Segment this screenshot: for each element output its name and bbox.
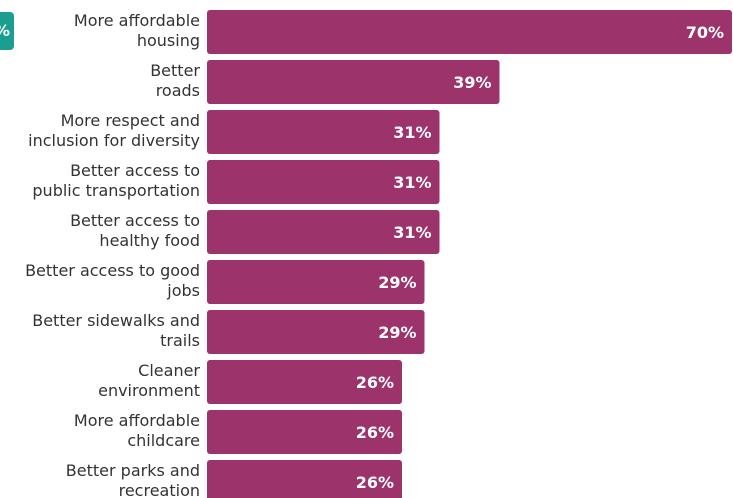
- category-label-6-line-1: trails: [160, 331, 200, 350]
- bar-5: [207, 260, 425, 304]
- category-label-7-line-1: environment: [98, 381, 200, 400]
- bar-7: [207, 360, 402, 404]
- value-label-8: 26%: [356, 423, 394, 442]
- category-label-5-line-0: Better access to good: [25, 261, 200, 280]
- value-label-5: 29%: [378, 273, 416, 292]
- value-label-4: 31%: [393, 223, 431, 242]
- category-label-3-line-1: public transportation: [32, 181, 200, 200]
- category-label-9-line-0: Better parks and: [66, 461, 200, 480]
- bar-4: [207, 210, 440, 254]
- category-label-5: Better access to good jobs: [25, 261, 200, 300]
- value-label-0: 70%: [686, 23, 724, 42]
- category-label-3-line-0: Better access to: [70, 161, 200, 180]
- category-label-0-line-1: housing: [137, 31, 200, 50]
- category-label-2: More respect and inclusion for diversity: [28, 111, 200, 150]
- category-label-4-line-1: healthy food: [99, 231, 200, 250]
- category-label-0-line-0: More affordable: [74, 11, 200, 30]
- percent-badge-icon: %: [0, 12, 14, 50]
- category-label-2-line-1: inclusion for diversity: [28, 131, 200, 150]
- bar-3: [207, 160, 440, 204]
- category-label-8-line-0: More affordable: [74, 411, 200, 430]
- category-label-4-line-0: Better access to: [70, 211, 200, 230]
- category-label-8-line-1: childcare: [127, 431, 200, 450]
- bar-1: [207, 60, 500, 104]
- value-label-9: 26%: [356, 473, 394, 492]
- bar-6: [207, 310, 425, 354]
- badge-text: %: [0, 21, 10, 40]
- category-label-8: More affordable childcare: [74, 411, 200, 450]
- bar-0: [207, 10, 732, 54]
- category-label-9: Better parks and recreation: [66, 461, 200, 498]
- category-label-0: More affordable housing: [74, 11, 200, 50]
- value-label-3: 31%: [393, 173, 431, 192]
- category-label-2-line-0: More respect and: [61, 111, 200, 130]
- category-label-4: Better access to healthy food: [70, 211, 200, 250]
- category-label-1: Better roads: [150, 61, 200, 100]
- category-label-6: Better sidewalks and trails: [32, 311, 200, 350]
- bar-2: [207, 110, 440, 154]
- value-label-6: 29%: [378, 323, 416, 342]
- category-label-7-line-0: Cleaner: [138, 361, 200, 380]
- value-label-2: 31%: [393, 123, 431, 142]
- category-label-3: Better access to public transportation: [32, 161, 200, 200]
- category-label-6-line-0: Better sidewalks and: [32, 311, 200, 330]
- category-label-9-line-1: recreation: [119, 481, 200, 498]
- value-label-1: 39%: [453, 73, 491, 92]
- category-label-7: Cleaner environment: [98, 361, 200, 400]
- bar-8: [207, 410, 402, 454]
- category-label-1-line-0: Better: [150, 61, 200, 80]
- category-label-1-line-1: roads: [156, 81, 200, 100]
- category-label-5-line-1: jobs: [166, 281, 200, 300]
- bars-group: [207, 10, 732, 498]
- value-label-7: 26%: [356, 373, 394, 392]
- bar-9: [207, 460, 402, 498]
